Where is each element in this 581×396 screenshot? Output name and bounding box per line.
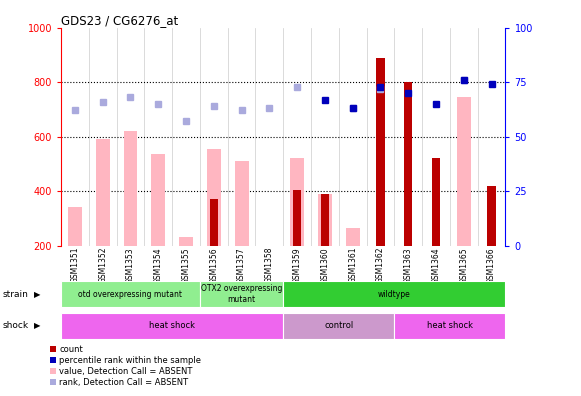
Bar xyxy=(68,208,82,246)
Bar xyxy=(200,281,283,307)
Text: heat shock: heat shock xyxy=(427,321,473,330)
Text: wildtype: wildtype xyxy=(378,289,411,299)
Bar xyxy=(432,158,440,246)
Bar xyxy=(394,313,505,339)
Bar xyxy=(346,228,360,246)
Text: ▶: ▶ xyxy=(34,321,40,330)
Bar xyxy=(151,154,165,246)
Bar xyxy=(293,190,302,246)
Bar xyxy=(457,97,471,246)
Bar xyxy=(404,82,413,246)
Bar xyxy=(283,313,394,339)
Bar xyxy=(61,281,200,307)
Text: GDS23 / CG6276_at: GDS23 / CG6276_at xyxy=(61,13,178,27)
Text: control: control xyxy=(324,321,353,330)
Text: strain: strain xyxy=(3,289,29,299)
Bar xyxy=(235,161,249,246)
Bar xyxy=(207,149,221,246)
Text: ▶: ▶ xyxy=(34,289,40,299)
Text: otd overexpressing mutant: otd overexpressing mutant xyxy=(78,289,182,299)
Bar xyxy=(318,194,332,246)
Text: heat shock: heat shock xyxy=(149,321,195,330)
Bar xyxy=(290,158,304,246)
Bar xyxy=(376,58,385,246)
Bar xyxy=(487,186,496,246)
Bar xyxy=(321,194,329,246)
Text: shock: shock xyxy=(3,321,29,330)
Legend: count, percentile rank within the sample, value, Detection Call = ABSENT, rank, : count, percentile rank within the sample… xyxy=(49,345,202,387)
Text: OTX2 overexpressing
mutant: OTX2 overexpressing mutant xyxy=(201,284,282,304)
Bar xyxy=(96,139,110,246)
Bar xyxy=(124,131,137,246)
Bar xyxy=(179,237,193,246)
Bar xyxy=(210,199,218,246)
Bar xyxy=(61,313,284,339)
Bar xyxy=(283,281,505,307)
